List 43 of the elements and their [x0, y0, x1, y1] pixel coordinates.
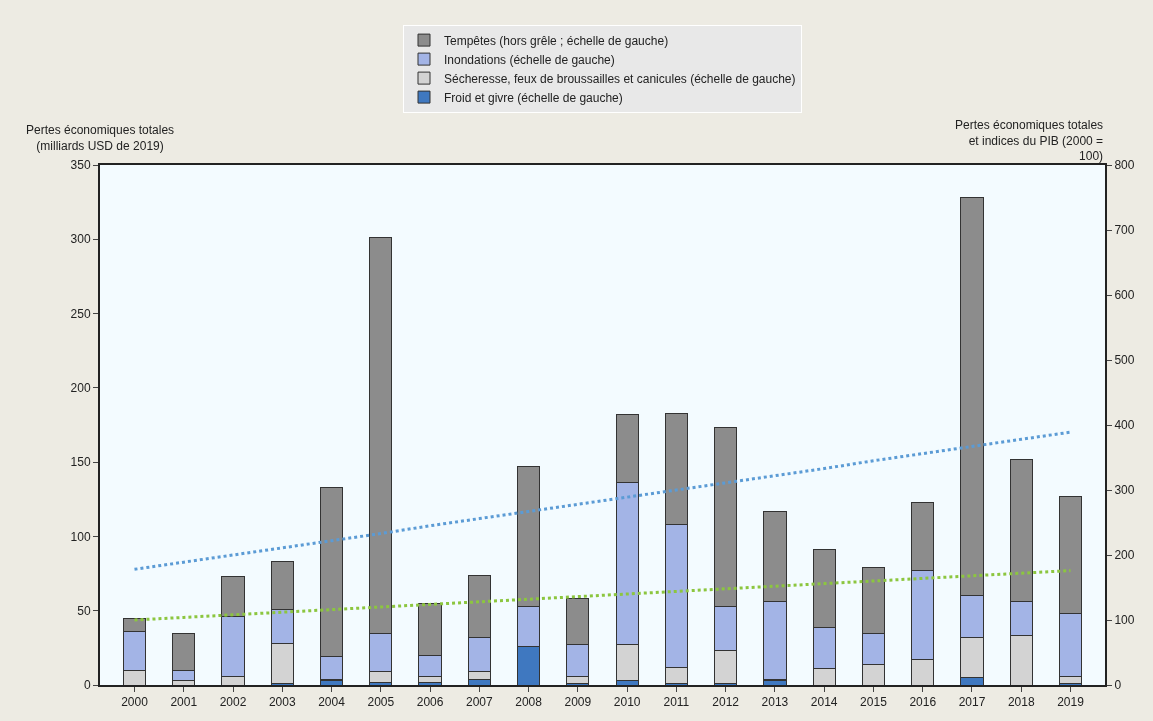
- y-axis-title: Pertes économiques totales (milliards USD de 2019): [26, 123, 175, 153]
- legend-label: Inondations (échelle de gauche): [444, 52, 615, 67]
- x-tick-label: 2000: [121, 695, 149, 710]
- y2-tick-label: 600: [1114, 288, 1135, 303]
- legend-label: Froid et givre (échelle de gauche): [444, 90, 623, 105]
- y-tick-label: 300: [70, 232, 91, 247]
- legend-label: Sécheresse, feux de broussailles et canicules (échelle de gauche): [444, 71, 796, 86]
- y-tick-label: 150: [70, 455, 91, 470]
- x-tick-label: 2012: [712, 695, 740, 710]
- y-tick-label: 200: [70, 381, 91, 396]
- y2-tick-label: 800: [1114, 158, 1135, 173]
- x-tick-label: 2008: [515, 695, 543, 710]
- y-tick-label: 50: [77, 603, 91, 618]
- x-tick-label: 2014: [810, 695, 838, 710]
- x-tick-label: 2016: [909, 695, 937, 710]
- x-tick-label: 2010: [613, 695, 641, 710]
- y-tick-label: 250: [70, 306, 91, 321]
- x-tick-label: 2015: [860, 695, 888, 710]
- x-tick-label: 2013: [761, 695, 789, 710]
- y2-tick-label: 100: [1114, 613, 1135, 628]
- y2-tick-label: 0: [1114, 678, 1122, 693]
- y2-tick-label: 300: [1114, 483, 1135, 498]
- y2-tick-label: 200: [1114, 548, 1135, 563]
- x-tick-label: 2006: [416, 695, 444, 710]
- x-tick-label: 2019: [1057, 695, 1085, 710]
- y-tick-label: 0: [83, 678, 91, 693]
- y2-axis-title: Pertes économiques totales et indices du PIB (2000 = 100): [955, 118, 1104, 164]
- x-tick-label: 2017: [958, 695, 986, 710]
- x-tick-label: 2007: [465, 695, 494, 710]
- x-tick-label: 2011: [663, 695, 690, 710]
- y2-tick-label: 400: [1114, 418, 1135, 433]
- x-tick-label: 2018: [1007, 695, 1035, 710]
- y-tick-label: 100: [70, 529, 91, 544]
- y2-tick-label: 700: [1114, 223, 1135, 238]
- x-tick-label: 2003: [268, 695, 296, 710]
- x-tick-label: 2004: [318, 695, 346, 710]
- x-tick-label: 2009: [564, 695, 592, 710]
- legend-label: Tempêtes (hors grêle ; échelle de gauche): [444, 33, 669, 48]
- x-tick-label: 2001: [170, 695, 198, 710]
- x-tick-label: 2005: [367, 695, 395, 710]
- y2-tick-label: 500: [1114, 353, 1135, 368]
- x-tick-label: 2002: [219, 695, 247, 710]
- y-tick-label: 350: [70, 158, 91, 173]
